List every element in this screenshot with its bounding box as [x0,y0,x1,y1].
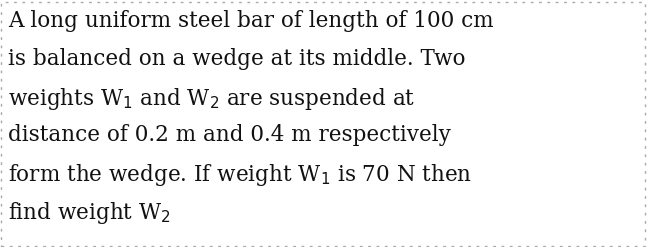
Text: find weight W$_{\rm 2}$: find weight W$_{\rm 2}$ [8,200,171,226]
Text: weights W$_{\rm 1}$ and W$_{\rm 2}$ are suspended at: weights W$_{\rm 1}$ and W$_{\rm 2}$ are … [8,86,415,112]
Text: form the wedge. If weight W$_{\rm 1}$ is 70 N then: form the wedge. If weight W$_{\rm 1}$ is… [8,162,472,188]
Text: is balanced on a wedge at its middle. Two: is balanced on a wedge at its middle. Tw… [8,48,465,70]
Text: distance of 0.2 m and 0.4 m respectively: distance of 0.2 m and 0.4 m respectively [8,124,451,146]
Text: A long uniform steel bar of length of 100 cm: A long uniform steel bar of length of 10… [8,10,494,32]
